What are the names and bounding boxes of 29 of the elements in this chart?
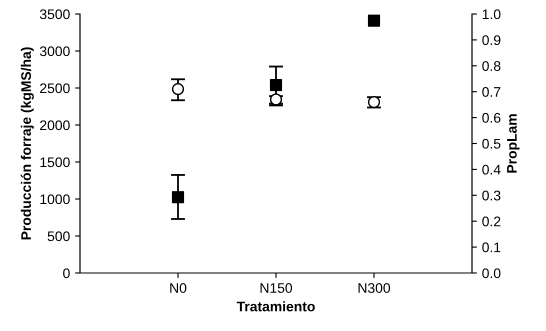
y2-tick-label: 0.0 <box>482 268 500 278</box>
y-tick-label: 3000 <box>40 46 70 56</box>
y2-tick-label: 0.9 <box>482 35 500 46</box>
x-tick-label: N0 <box>170 283 186 293</box>
y-tick-label: 500 <box>48 231 70 242</box>
point <box>270 78 282 92</box>
y-tick-label: 2000 <box>40 120 70 130</box>
x-tick-label: N300 <box>358 283 390 293</box>
y2-tick-label: 0.6 <box>482 112 500 123</box>
y2-tick-label: 0.5 <box>482 138 500 149</box>
x-axis-title: Tratamiento <box>236 301 315 312</box>
point <box>368 14 380 27</box>
y2-tick-label: 0.2 <box>482 216 500 226</box>
y2-tick-label: 1.0 <box>482 9 500 20</box>
y2-tick-label: 0.1 <box>482 242 500 252</box>
point <box>172 83 184 96</box>
x-tick-label: N150 <box>260 283 292 293</box>
y2-axis-title: PropLam <box>507 114 520 173</box>
y2-tick-label: 0.3 <box>482 190 500 200</box>
y2-tick-label: 0.7 <box>482 87 500 97</box>
y2-tick-label: 0.4 <box>482 164 501 175</box>
y-tick-label: 3500 <box>40 9 70 20</box>
point <box>172 191 184 204</box>
y2-tick-label: 0.8 <box>482 61 500 71</box>
y-tick-label: 1000 <box>40 194 70 204</box>
y-tick-label: 1500 <box>40 157 70 168</box>
y-tick-label: 0 <box>63 268 70 278</box>
y-tick-label: 2500 <box>40 83 70 94</box>
y-axis-title: Producción forraje (kgMS/ha) <box>20 47 34 240</box>
